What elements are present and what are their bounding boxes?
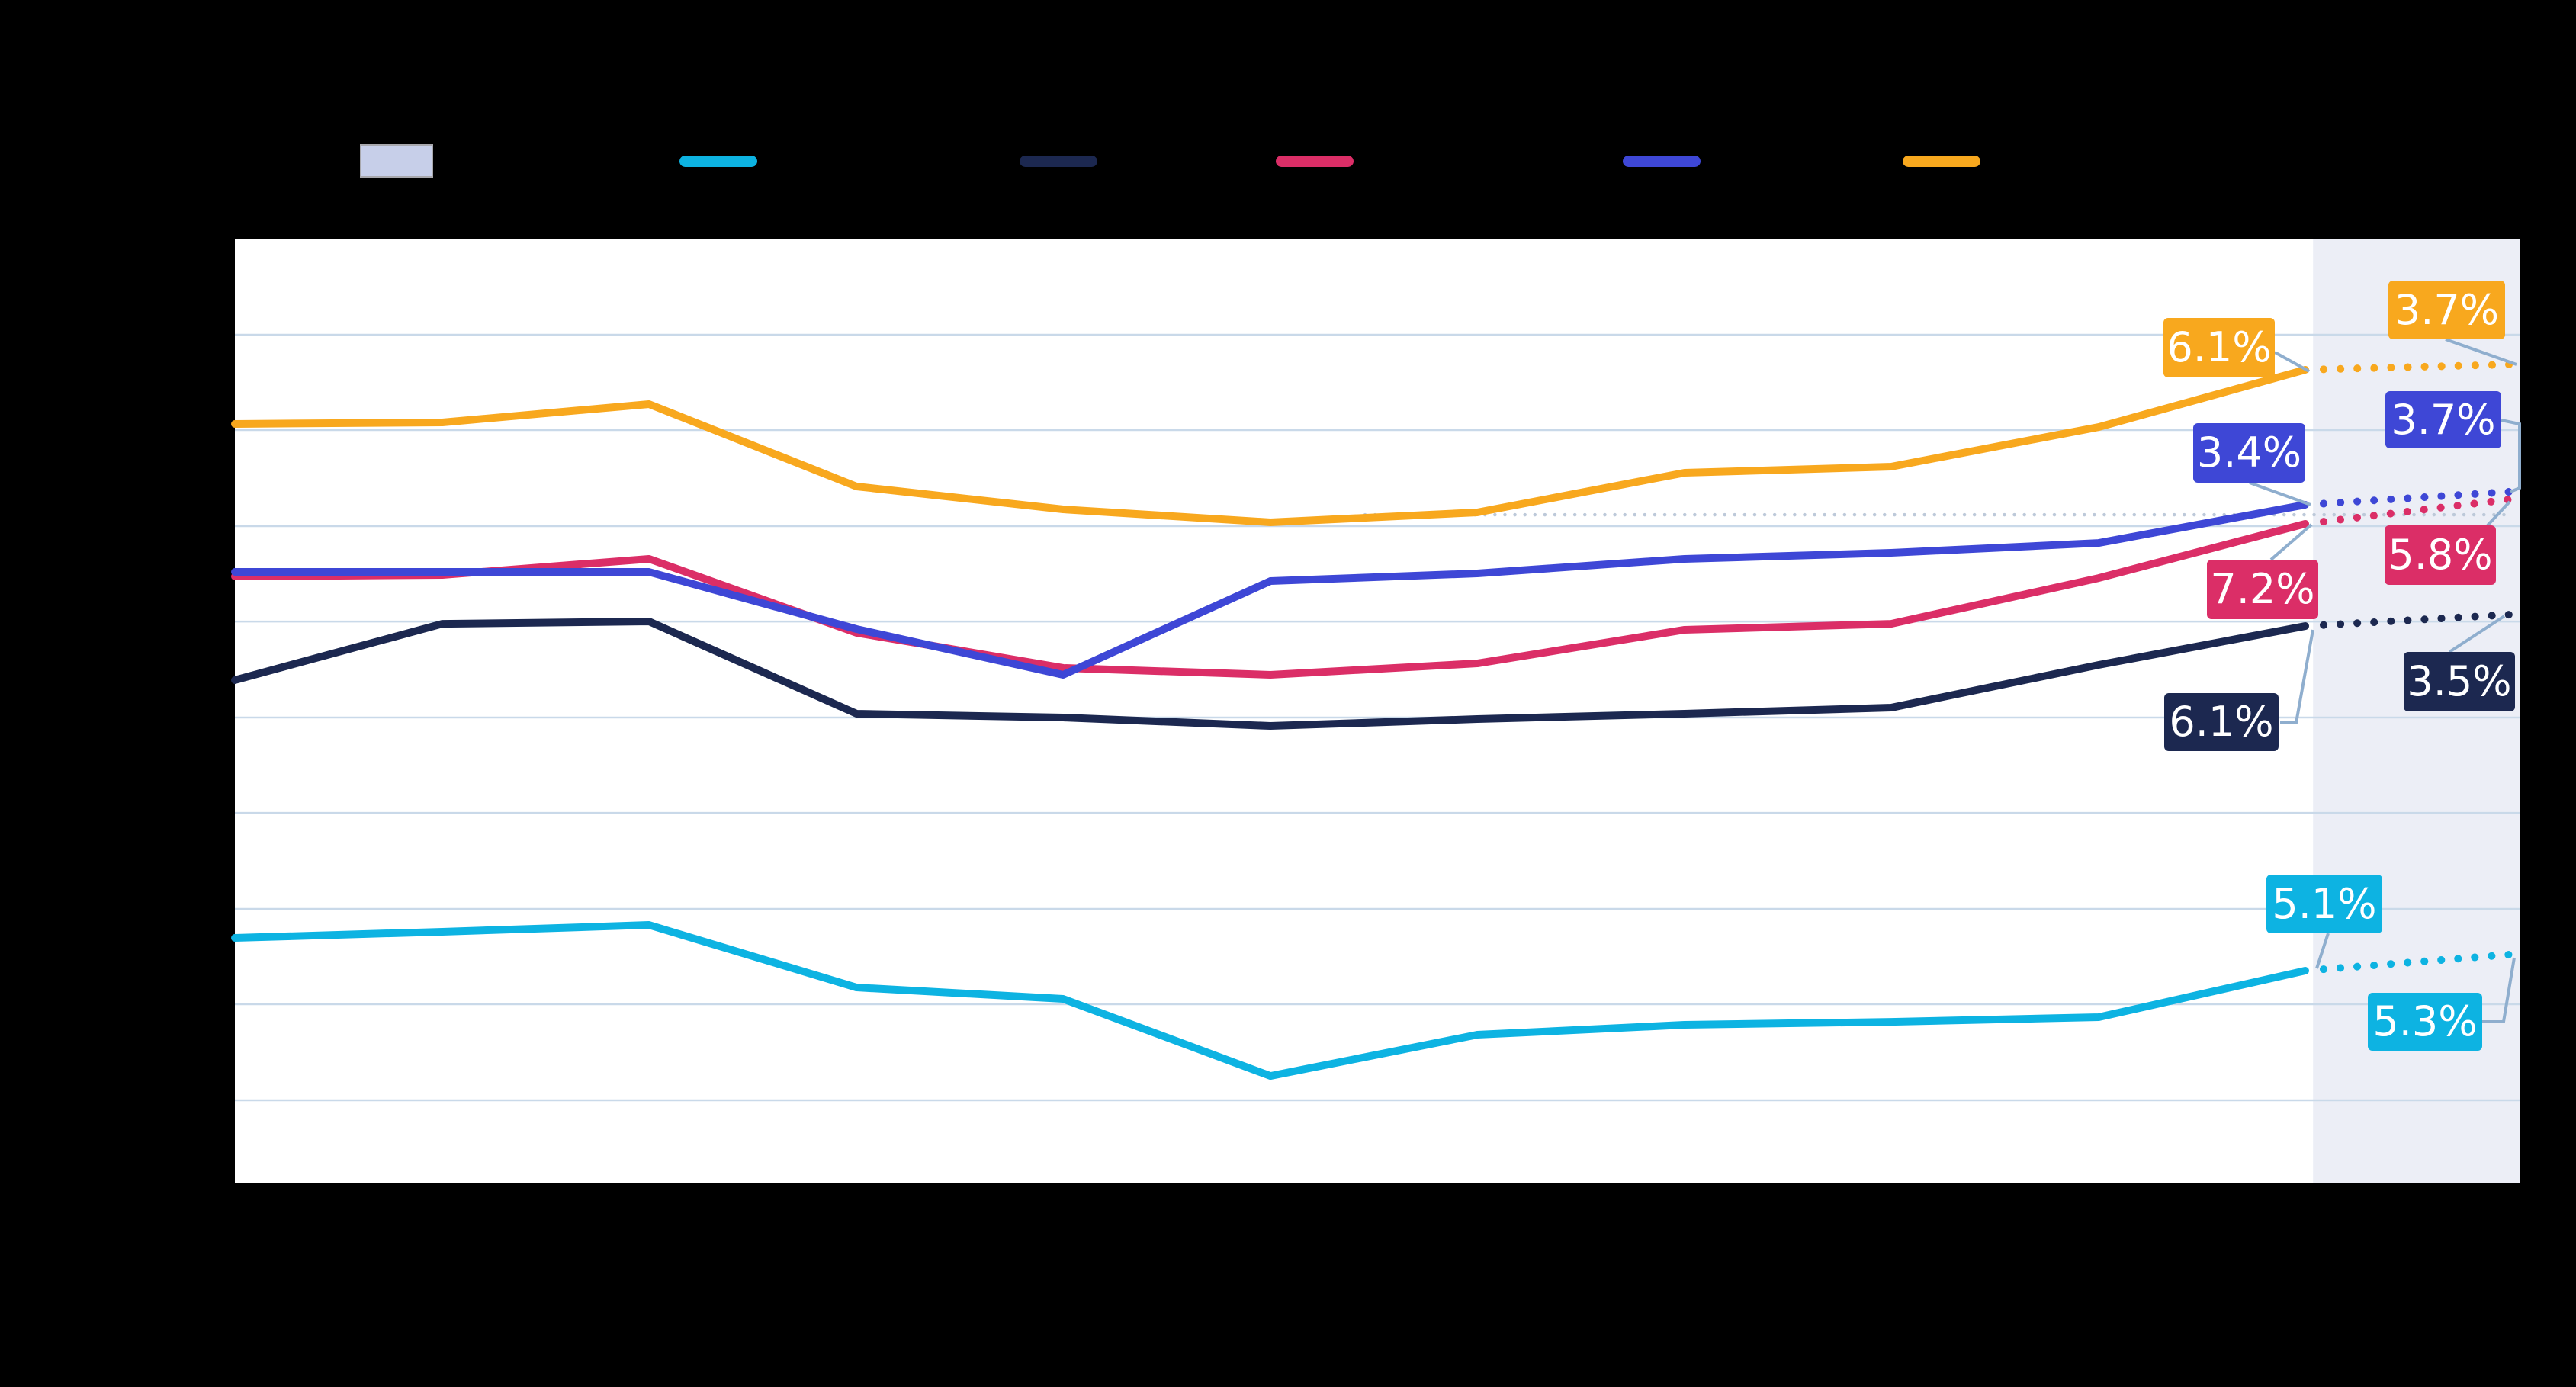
value-label-cyan-forecast: 5.3% [2368, 993, 2482, 1051]
leader-line-pink-forecast [2486, 500, 2511, 527]
value-label-orange-forecast: 3.7% [2388, 281, 2505, 339]
leader-line-cyan-forecast [2482, 957, 2516, 1023]
legend-item-series-navy[interactable] [1020, 156, 1114, 167]
leader-line-indigo-last-actual [2249, 481, 2311, 506]
pink-line-swatch-icon [1276, 156, 1354, 167]
legend-item-series-pink[interactable] [1276, 156, 1370, 167]
legend-item-series-orange[interactable] [1903, 156, 1997, 167]
series-forecast-dotted-pink [2319, 496, 2513, 526]
series-line-cyan [231, 921, 2309, 1080]
value-label-indigo-forecast: 3.7% [2385, 391, 2501, 448]
value-label-orange-last-actual: 6.1% [2163, 318, 2275, 377]
leader-line-orange-last-actual [2274, 351, 2310, 373]
indigo-line-swatch-icon [1623, 156, 1701, 167]
leader-line-indigo-forecast [2501, 419, 2521, 493]
leader-line-orange-forecast [2445, 338, 2517, 366]
leader-line-navy-last-actual [2280, 629, 2314, 724]
series-forecast-dotted-indigo [2319, 488, 2513, 508]
leader-line-pink-last-actual [2269, 523, 2313, 561]
forecast-band-swatch-icon [360, 144, 433, 178]
value-label-pink-forecast: 5.8% [2385, 525, 2496, 585]
value-label-navy-last-actual: 6.1% [2164, 693, 2279, 751]
cyan-line-swatch-icon [679, 156, 757, 167]
series-line-orange [231, 365, 2309, 526]
series-forecast-dotted-orange [2319, 361, 2513, 374]
value-label-indigo-last-actual: 3.4% [2193, 423, 2305, 483]
leader-line-navy-forecast [2448, 615, 2506, 653]
series-line-pink [231, 519, 2309, 679]
series-forecast-dotted-cyan [2319, 951, 2513, 974]
value-label-pink-last-actual: 7.2% [2207, 560, 2318, 619]
plot-area [235, 239, 2520, 1183]
legend-item-series-cyan[interactable] [679, 156, 774, 167]
value-label-cyan-last-actual: 5.1% [2266, 875, 2382, 933]
orange-line-swatch-icon [1903, 156, 1980, 167]
legend-item-series-indigo[interactable] [1623, 156, 1717, 167]
series-line-indigo [231, 500, 2309, 679]
leader-line-cyan-last-actual [2315, 933, 2330, 969]
value-label-navy-forecast: 3.5% [2404, 652, 2515, 711]
navy-line-swatch-icon [1020, 156, 1097, 167]
series-forecast-dotted-navy [2319, 611, 2513, 629]
series-line-navy [231, 617, 2309, 730]
legend-item-forecast-band[interactable] [360, 144, 450, 178]
